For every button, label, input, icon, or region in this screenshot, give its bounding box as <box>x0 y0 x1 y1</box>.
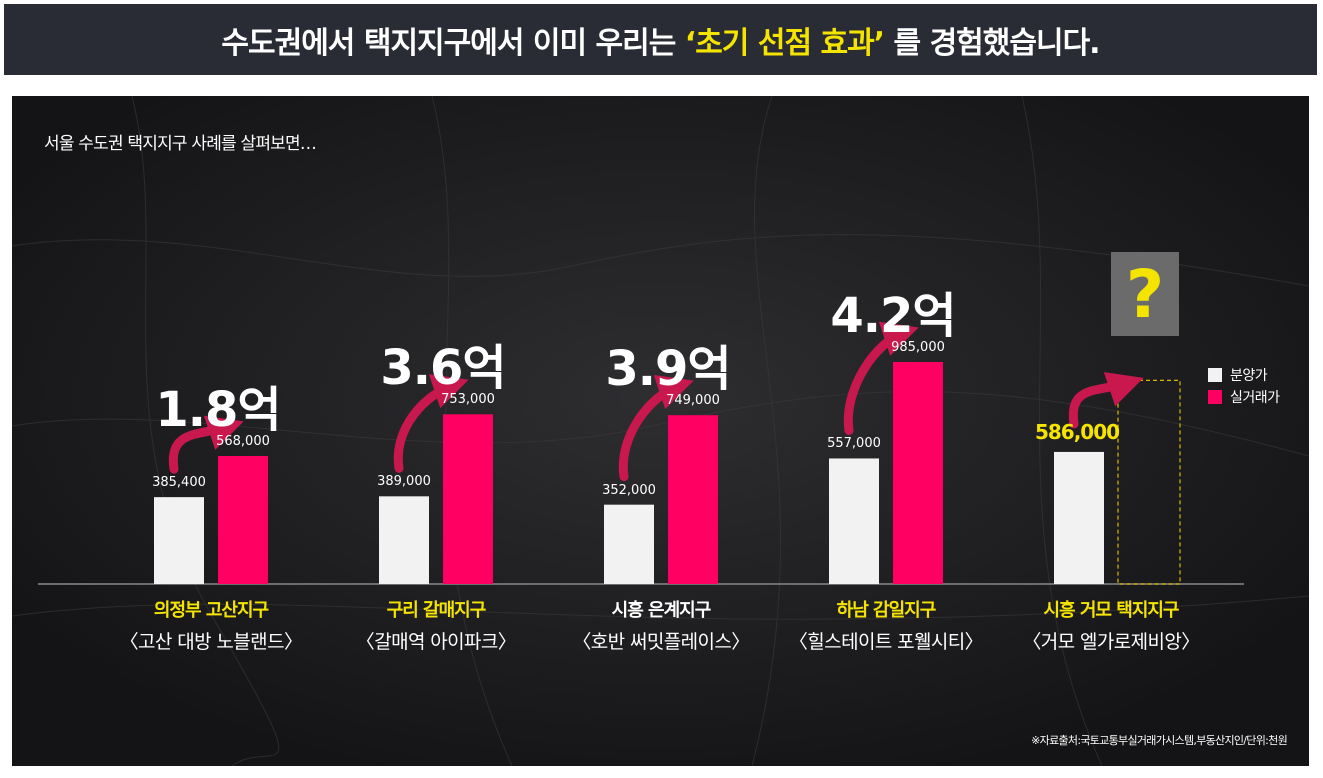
source-note: ※자료출처:국토교통부실거래가시스템,부동산지인/단위:천원 <box>1031 734 1288 747</box>
category-label: 의정부 고산지구 <box>153 600 269 621</box>
value-label-sale: 389,000 <box>377 474 431 490</box>
value-label-actual: 568,000 <box>216 433 270 449</box>
bar-chart <box>38 321 1244 585</box>
subtitle: 서울 수도권 택지지구 사례를 살펴보면… <box>44 134 317 154</box>
value-label-sale: 557,000 <box>827 436 881 452</box>
gain-label: 1.8억 <box>155 381 281 438</box>
growth-arrow <box>843 321 919 435</box>
growth-arrow <box>1068 372 1144 429</box>
gain-label: 3.6억 <box>380 340 506 397</box>
value-label-sale: 385,400 <box>152 475 206 491</box>
gain-label: 4.2억 <box>830 288 956 344</box>
bar-actual-price <box>668 415 718 584</box>
legend-item-actual-price: 실거래가 <box>1208 386 1280 408</box>
subcategory-label: 〈고산 대방 노블랜드〉 <box>119 631 303 653</box>
bar-sale-price <box>154 497 204 584</box>
legend-label: 분양가 <box>1230 368 1268 384</box>
subcategory-label: 〈거모 엘가로제비앙〉 <box>1022 631 1200 653</box>
bar-actual-price-placeholder <box>1117 379 1181 585</box>
subcategory-label: 〈갈매역 아이파크〉 <box>355 631 517 653</box>
legend-swatch <box>1208 368 1222 382</box>
bar-actual-price <box>893 362 943 584</box>
banner-text-after: 를 경험했습니다. <box>884 25 1101 61</box>
bar-sale-price <box>1054 451 1104 584</box>
value-label-sale: 352,000 <box>602 482 656 498</box>
bar-actual-price <box>218 455 268 584</box>
chart-panel: 서울 수도권 택지지구 사례를 살펴보면… 568,000 385,400 1.8억… <box>12 96 1309 766</box>
category-label: 하남 감일지구 <box>836 600 937 621</box>
question-mark: ? <box>1125 255 1165 333</box>
growth-arrow <box>393 374 469 473</box>
legend-swatch <box>1208 390 1222 404</box>
banner-highlight: ‘초기 선점 효과’ <box>684 25 885 61</box>
bar-sale-price <box>604 504 654 584</box>
legend: 분양가 실거래가 <box>1208 364 1280 408</box>
growth-arrow <box>618 374 694 482</box>
subcategory-label: 〈힐스테이트 포웰시티〉 <box>788 631 984 653</box>
bar-sale-price <box>829 458 879 584</box>
gain-label: 3.9억 <box>605 341 731 398</box>
bar-sale-price <box>379 496 429 584</box>
category-label: 시흥 거모 택지지구 <box>1043 600 1179 621</box>
legend-label: 실거래가 <box>1230 390 1280 406</box>
value-label-sale: 586,000 <box>1034 419 1120 444</box>
legend-item-sale-price: 분양가 <box>1208 364 1280 386</box>
subcategory-label: 〈호반 써밋플레이스〉 <box>572 631 750 653</box>
value-label-actual: 985,000 <box>891 340 945 355</box>
growth-arrow <box>168 415 244 474</box>
bar-actual-price <box>443 414 493 584</box>
value-label-actual: 753,000 <box>441 392 495 408</box>
banner-text-before: 수도권에서 택지지구에서 이미 우리는 <box>221 25 685 61</box>
category-label: 시흥 은계지구 <box>611 600 712 621</box>
value-label-actual: 749,000 <box>666 393 720 409</box>
category-label: 구리 갈매지구 <box>386 600 487 621</box>
question-mark-box: ? <box>1111 252 1179 336</box>
title-banner: 수도권에서 택지지구에서 이미 우리는 ‘초기 선점 효과’ 를 경험했습니다. <box>4 4 1317 75</box>
